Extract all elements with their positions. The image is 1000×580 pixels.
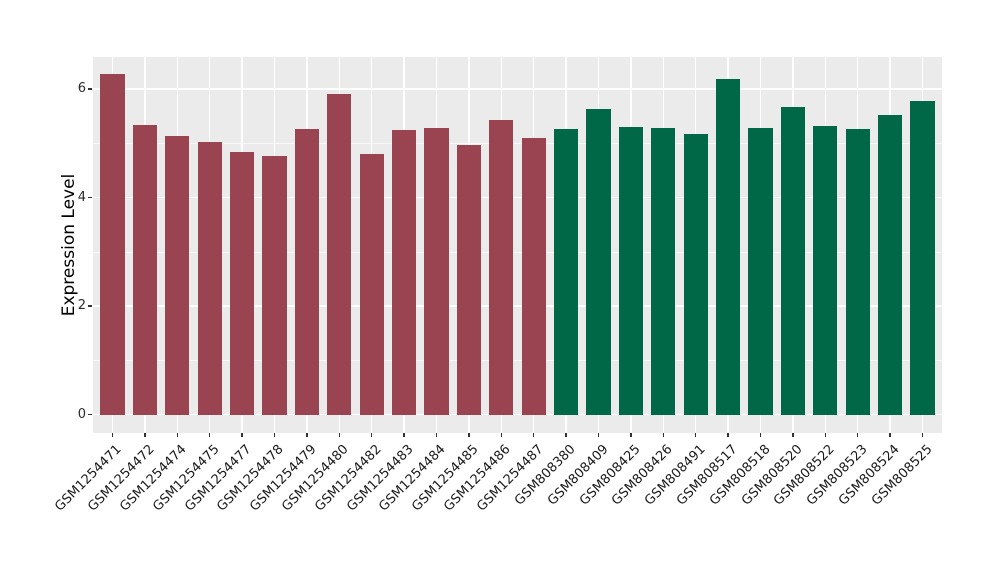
x-axis-tick — [824, 433, 827, 437]
bar — [683, 134, 708, 415]
gridline-horizontal-minor — [93, 143, 942, 145]
x-axis-tick — [792, 433, 794, 437]
bar — [780, 106, 806, 415]
bar — [359, 154, 384, 415]
y-tick-label: 0 — [77, 406, 86, 422]
bar — [553, 129, 579, 415]
y-tick-label: 6 — [77, 81, 86, 96]
x-axis-tick — [144, 433, 146, 437]
bar — [262, 156, 287, 415]
x-axis-tick — [241, 433, 243, 437]
x-axis-tick — [273, 433, 276, 437]
bar — [327, 94, 352, 415]
x-axis-tick — [597, 433, 600, 437]
y-axis-tick — [88, 196, 92, 199]
y-tick-label: 2 — [77, 298, 86, 314]
y-axis-tick — [88, 305, 92, 307]
x-axis-tick — [306, 433, 308, 437]
bar — [586, 108, 611, 415]
bar — [456, 145, 482, 415]
x-axis-tick — [208, 433, 211, 437]
x-axis-tick — [338, 433, 341, 437]
x-axis-tick — [694, 433, 697, 437]
gridline-horizontal-major — [93, 196, 942, 199]
bar — [521, 137, 546, 415]
x-axis-tick — [565, 433, 567, 437]
gridline-horizontal-major — [93, 305, 942, 307]
x-axis-tick — [759, 433, 762, 437]
x-axis-tick — [468, 433, 470, 437]
x-axis-tick — [727, 433, 729, 437]
bar — [100, 73, 125, 415]
x-axis-tick — [111, 433, 114, 437]
gridline-horizontal-major — [93, 413, 942, 416]
x-axis-tick — [403, 433, 405, 437]
bar — [424, 127, 449, 415]
bar — [294, 129, 319, 415]
bar — [651, 128, 676, 415]
y-axis-tick — [88, 88, 92, 90]
bar — [132, 125, 157, 415]
bar — [391, 130, 417, 415]
x-axis-tick — [370, 433, 373, 437]
bar — [878, 114, 903, 415]
bar — [910, 101, 935, 415]
bar — [618, 126, 644, 415]
x-axis-tick — [921, 433, 924, 437]
bar — [748, 127, 773, 415]
y-axis-tick — [88, 413, 92, 416]
x-axis-tick — [630, 433, 632, 437]
gridline-horizontal-minor — [93, 251, 942, 253]
bar — [229, 152, 255, 415]
x-axis-tick — [662, 433, 665, 437]
bar — [813, 126, 838, 415]
x-axis-tick — [176, 433, 178, 437]
bar — [845, 129, 870, 415]
x-axis-tick — [532, 433, 535, 437]
bar — [197, 142, 222, 415]
bar — [165, 136, 190, 415]
x-axis-tick — [435, 433, 438, 437]
plot-panel — [93, 57, 942, 433]
bar — [715, 79, 741, 415]
x-axis-tick — [500, 433, 503, 437]
y-tick-label: 4 — [77, 189, 86, 205]
x-axis-tick — [889, 433, 891, 437]
gridline-horizontal-major — [93, 88, 942, 90]
bar — [489, 120, 514, 415]
x-axis-tick — [856, 433, 859, 437]
gridline-horizontal-minor — [93, 360, 942, 362]
